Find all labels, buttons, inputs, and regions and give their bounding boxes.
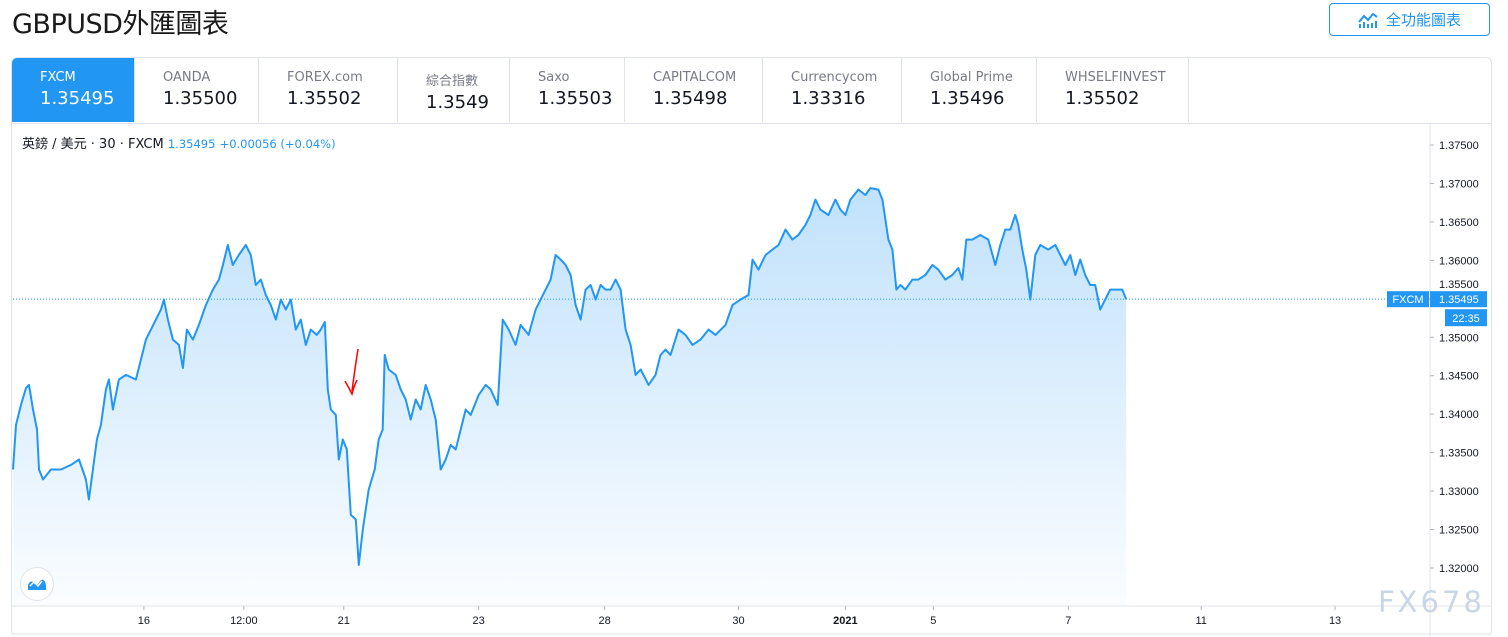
tab-global-prime[interactable]: Global Prime 1.35496: [902, 58, 1037, 122]
price-area: [13, 188, 1127, 606]
tab-oanda[interactable]: OANDA 1.35500: [135, 58, 259, 122]
tab-saxo[interactable]: Saxo 1.35503: [510, 58, 625, 122]
legend-price: 1.35495: [167, 137, 216, 151]
price-tick-label: 1.32000: [1439, 563, 1479, 575]
legend-change: +0.00056 (+0.04%): [219, 137, 336, 151]
time-tick-label: 30: [732, 615, 744, 627]
price-tick-label: 1.33000: [1439, 486, 1479, 498]
tab-price: 1.35500: [163, 88, 238, 109]
last-price-value: 1.35495: [1439, 294, 1479, 306]
price-tick-label: 1.36500: [1439, 217, 1479, 229]
tradingview-logo-button[interactable]: [20, 567, 54, 601]
price-tick-label: 1.35000: [1439, 332, 1479, 344]
time-tick-label: 2021: [833, 615, 857, 627]
tab-name: 綜合指數: [426, 74, 479, 89]
countdown-value: 22:35: [1452, 313, 1480, 325]
tab-price: 1.35496: [930, 88, 1005, 109]
tab-name: Global Prime: [930, 70, 1013, 85]
full-chart-label: 全功能圖表: [1385, 11, 1461, 29]
page-title: GBPUSD外匯圖表: [12, 9, 229, 40]
last-price-name: FXCM: [1392, 294, 1423, 306]
price-tick-label: 1.37000: [1439, 178, 1479, 190]
tab-name: FXCM: [40, 70, 76, 85]
tab-whselfinvest[interactable]: WHSELFINVEST 1.35502: [1037, 58, 1189, 122]
time-tick-label: 7: [1065, 615, 1071, 627]
chart-icon: [1358, 12, 1378, 28]
tab-price: 1.35495: [40, 88, 115, 109]
time-tick-label: 13: [1329, 615, 1341, 627]
legend-symbol: 英鎊 / 美元 · 30 · FXCM: [22, 137, 164, 152]
price-tick-label: 1.36000: [1439, 255, 1479, 267]
tab-price: 1.3549: [426, 92, 489, 113]
price-tick-label: 1.32500: [1439, 525, 1479, 537]
countdown-badge: [1445, 309, 1487, 327]
tab-name: OANDA: [163, 70, 211, 85]
tab-forex-com[interactable]: FOREX.com 1.35502: [259, 58, 398, 122]
tab-name: Saxo: [538, 70, 570, 85]
price-tick-label: 1.34500: [1439, 371, 1479, 383]
price-tick-label: 1.35500: [1439, 279, 1479, 291]
chart-card: FXCM 1.35495 OANDA 1.35500 FOREX.com 1.35502 綜…: [11, 57, 1492, 637]
tab-name: CAPITALCOM: [653, 70, 737, 85]
price-tick-label: 1.34000: [1439, 409, 1479, 421]
price-tick-label: 1.33500: [1439, 448, 1479, 460]
tab-price: 1.35498: [653, 88, 728, 109]
price-tick-label: 1.37500: [1439, 140, 1479, 152]
tab-price: 1.33316: [791, 88, 866, 109]
red-arrow-annotation: [344, 348, 359, 397]
tab-name: FOREX.com: [287, 70, 363, 85]
time-tick-label: 16: [138, 615, 150, 627]
tab--[interactable]: 綜合指數 1.3549: [398, 58, 510, 122]
tab-capitalcom[interactable]: CAPITALCOM 1.35498: [625, 58, 763, 122]
tradingview-logo-icon: [28, 579, 46, 590]
time-tick-label: 12:00: [230, 615, 258, 627]
time-tick-label: 28: [598, 615, 610, 627]
time-tick-label: 11: [1195, 615, 1206, 627]
tab-name: Currencycom: [791, 70, 878, 85]
chart-legend: 英鎊 / 美元 · 30 · FXCM 1.35495 +0.00056 (+0…: [22, 133, 336, 152]
full-chart-button[interactable]: 全功能圖表: [1329, 3, 1490, 36]
tab-name: WHSELFINVEST: [1065, 70, 1166, 85]
price-chart[interactable]: 1.37500 1.37000 1.36500 1.36000 1.35500 1.350…: [12, 58, 1492, 637]
tab-price: 1.35502: [287, 88, 362, 109]
time-tick-label: 23: [473, 615, 485, 627]
watermark: FX678: [1378, 585, 1485, 619]
time-tick-label: 21: [338, 615, 350, 627]
tab-currencycom[interactable]: Currencycom 1.33316: [763, 58, 902, 122]
tab-price: 1.35503: [538, 88, 613, 109]
last-price-name-badge: [1387, 291, 1429, 308]
price-line: [12, 187, 1128, 566]
last-price-badge: [1430, 291, 1487, 308]
tab-price: 1.35502: [1065, 88, 1140, 109]
tab-fxcm[interactable]: FXCM 1.35495: [12, 58, 135, 122]
broker-tabs: FXCM 1.35495 OANDA 1.35500 FOREX.com 1.35502 綜…: [12, 58, 1491, 124]
time-tick-label: 5: [930, 615, 936, 627]
